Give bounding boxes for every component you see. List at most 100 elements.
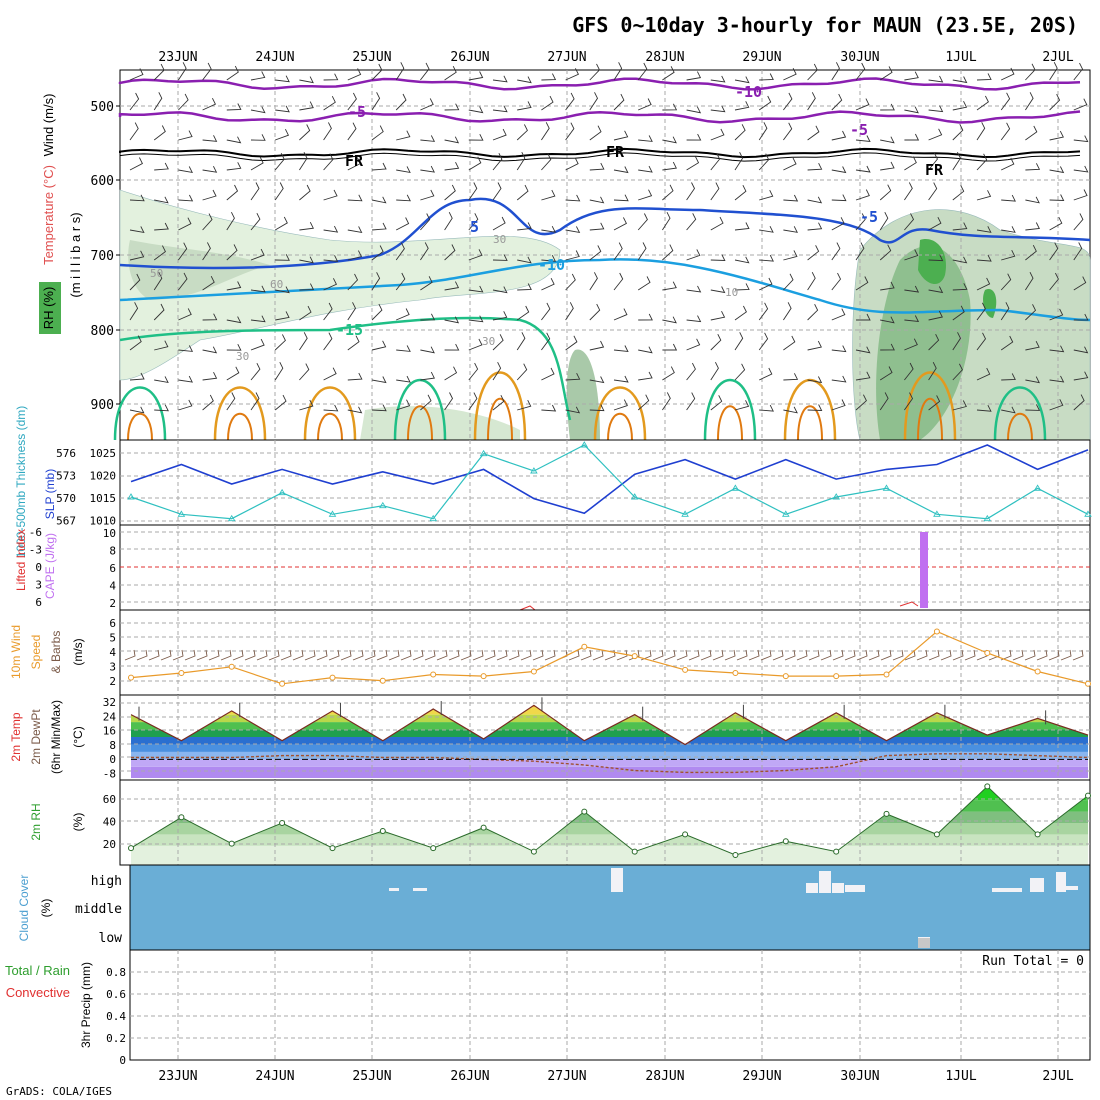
wind-barb: [662, 211, 671, 231]
wind-barb: [250, 71, 266, 81]
rh-region: [360, 406, 520, 440]
wind-barb: [831, 62, 840, 81]
wind-barb: [178, 375, 193, 383]
wind-barb: [1000, 273, 1012, 291]
bottom-date-label: 27JUN: [547, 1069, 586, 1084]
wind10m-barb: [580, 649, 592, 661]
wind-barb: [299, 399, 314, 411]
rh-tick: 20: [103, 838, 116, 851]
wind-barb: [831, 217, 845, 231]
lifted-index-label: Lifted Index: [14, 529, 28, 591]
wind-barb: [638, 165, 653, 173]
warm-contour-loop: [213, 386, 267, 441]
wind-barb: [1025, 92, 1034, 111]
wind10m-barb: [232, 649, 244, 661]
wind-barb: [734, 305, 747, 321]
wind-barb: [202, 135, 218, 142]
warm-contour-loop: [317, 412, 343, 441]
top-date-label: 1JUL: [945, 50, 976, 65]
slp-grid: [120, 440, 1090, 525]
wind10m-barb: [652, 649, 664, 661]
wind-barb: [395, 217, 410, 231]
rh-point: [379, 828, 386, 834]
top-date-label: 26JUN: [450, 50, 489, 65]
wind-barb: [347, 157, 361, 171]
wind-barb: [371, 125, 384, 141]
contour-label: 60: [270, 278, 283, 291]
wind-barb: [879, 211, 889, 231]
wind-barb: [250, 182, 260, 201]
thickness-point: [782, 510, 790, 517]
wind-barb: [202, 275, 215, 291]
wind-barb: [759, 189, 774, 201]
warm-contour-loop: [393, 379, 447, 441]
rh-band: [131, 845, 1088, 865]
wind-barb: [323, 255, 339, 262]
wind-barb: [589, 222, 605, 231]
precip-grid: [130, 950, 1090, 1060]
wind10m-barb: [520, 649, 532, 661]
wind10m-barb: [952, 649, 964, 661]
thickness-point: [1033, 484, 1042, 491]
wind-barb: [492, 286, 508, 294]
wind-barb: [178, 194, 194, 202]
li-tick: -3: [29, 544, 42, 557]
wind-barb: [444, 343, 460, 351]
wind-barb: [879, 184, 892, 201]
wind-barb: [250, 392, 260, 411]
wind10m-barb: [304, 649, 316, 661]
rh-region: [918, 239, 946, 285]
wind-barb: [299, 124, 311, 141]
temp-tick: 24: [103, 710, 117, 723]
wind-barb: [686, 156, 700, 171]
slp-thickness-series: [127, 441, 1092, 522]
wind-speed-point: [379, 677, 386, 684]
warm-contour-loop: [407, 405, 433, 441]
warm-contour-loop: [993, 386, 1047, 441]
temp2m-label-3: (6hr Min/Max): [49, 700, 63, 774]
wind-barb: [613, 217, 627, 231]
top-date-label: 29JUN: [742, 50, 781, 65]
temperature-contours: [113, 77, 1091, 441]
wind-barb: [129, 335, 142, 351]
wind-barb: [516, 151, 526, 171]
wind-barb: [904, 362, 914, 381]
wind10m-barb: [928, 649, 940, 661]
wind-barb: [492, 361, 502, 381]
pressure-tick-label: 800: [91, 324, 114, 339]
wind-barb: [274, 334, 286, 351]
cape-bar: [920, 532, 928, 608]
wind-barb: [202, 189, 217, 201]
wind-barb: [299, 221, 314, 231]
wind-barb: [758, 153, 770, 171]
warm-contour-loop: [1007, 412, 1033, 441]
wind-barb: [541, 122, 550, 141]
wind-barb: [855, 346, 871, 354]
wind-speed-point: [631, 653, 638, 660]
wind-barb: [589, 303, 601, 321]
wind-barb: [783, 122, 793, 141]
wind-barb: [420, 371, 435, 381]
thickness-tick: 576: [56, 447, 76, 460]
wind-speed-point: [329, 674, 336, 681]
wind-barb: [420, 189, 435, 201]
temp-tick: -8: [103, 768, 116, 781]
wind-barb: [831, 93, 843, 111]
precip-tick: 0.4: [106, 1010, 126, 1023]
wind10m-barb: [988, 649, 1000, 661]
wind10m-barb: [160, 649, 172, 661]
precip-conv-label: Convective: [6, 985, 70, 1000]
precip-name-label: 3hr Precip (mm): [79, 962, 93, 1048]
wind-barb: [686, 315, 702, 323]
bottom-date-label: 29JUN: [742, 1069, 781, 1084]
rh-point: [329, 845, 336, 852]
wind-barb: [880, 316, 895, 324]
wind10m-barb: [196, 649, 208, 661]
wind-barb: [589, 125, 602, 141]
rh2m-label: 2m RH: [29, 803, 43, 840]
wind-barb: [178, 166, 194, 173]
wind10m-barb: [328, 649, 340, 661]
wind-barb: [952, 283, 968, 291]
